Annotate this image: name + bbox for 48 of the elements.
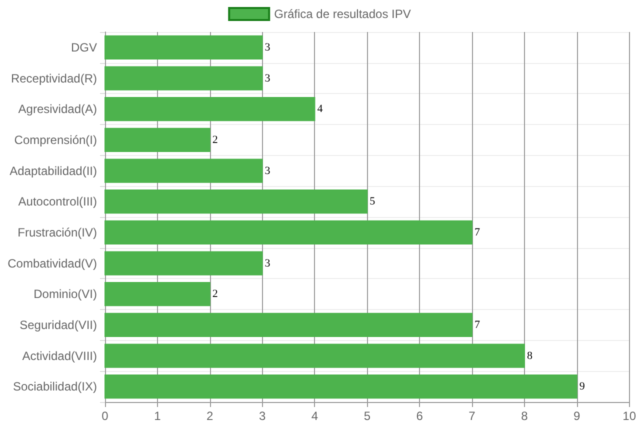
bar: [104, 158, 263, 183]
bar: [104, 374, 578, 399]
data-label: 3: [264, 72, 271, 84]
x-tick-label: 4: [311, 409, 318, 423]
data-label: 8: [526, 350, 533, 362]
data-label: 3: [264, 41, 271, 54]
x-tick-label: 7: [468, 409, 476, 423]
y-tick-label: Seguridad(VII): [20, 318, 97, 332]
x-tick-label: 1: [154, 409, 162, 423]
x-tick-label: 3: [258, 409, 266, 423]
bar: [104, 282, 210, 306]
x-tick-label: 0: [102, 409, 109, 423]
data-label: 7: [474, 318, 481, 331]
y-tick-label: Comprensión(I): [14, 132, 97, 147]
x-tick-label: 8: [521, 409, 528, 423]
x-tick-label: 6: [416, 409, 424, 423]
bar: [104, 312, 473, 337]
y-tick-label: Dominio(VI): [34, 287, 97, 302]
bar: [104, 97, 316, 122]
data-label: 4: [317, 103, 324, 116]
bar: [104, 35, 263, 60]
y-tick-label: DGV: [70, 40, 97, 54]
y-tick-label: Adaptabilidad(II): [10, 164, 97, 178]
y-tick-label: Actividad(VIII): [22, 348, 97, 363]
y-tick-label: Agresividad(A): [18, 102, 97, 116]
y-tick-label: Sociabilidad(IX): [12, 380, 97, 394]
y-tick-label: Receptividad(R): [10, 71, 97, 86]
bar: [104, 251, 263, 276]
data-label: 3: [264, 164, 271, 177]
x-tick-label: 9: [574, 409, 581, 423]
bar: [104, 66, 263, 90]
x-tick-label: 2: [206, 409, 214, 423]
data-label: 2: [212, 134, 218, 146]
y-tick-label: Frustración(IV): [18, 225, 97, 240]
data-label: 7: [474, 226, 481, 238]
data-label: 5: [370, 196, 376, 208]
bar: [104, 128, 210, 152]
legend-label: Gráfica de resultados IPV: [274, 7, 411, 21]
x-tick-label: 10: [622, 409, 636, 423]
y-tick-label: Autocontrol(III): [18, 194, 97, 209]
data-label: 9: [579, 380, 586, 393]
data-label: 2: [212, 288, 218, 300]
bar: [104, 190, 368, 214]
y-tick-label: Combatividad(V): [8, 256, 97, 270]
data-label: 3: [264, 257, 271, 270]
x-tick-label: 5: [364, 409, 371, 423]
bar: [104, 220, 473, 244]
bar: [104, 344, 525, 368]
